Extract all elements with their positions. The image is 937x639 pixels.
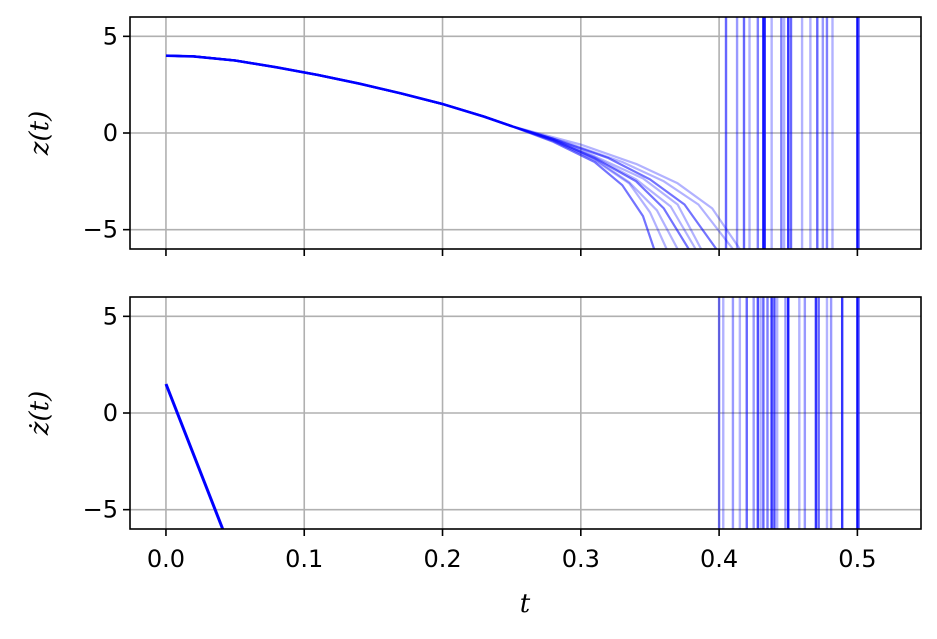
top-ticks: 5 0 −5 (83, 22, 859, 256)
bottom-xtick-label: 0.0 (147, 545, 185, 573)
top-trajectory-line (165, 54, 718, 249)
bottom-ylabel: ż(t) (25, 391, 55, 436)
top-ylabel: z(t) (25, 111, 55, 156)
bottom-series-group (164, 297, 860, 529)
bottom-panel: 0.0 0.1 0.2 0.3 0.4 0.5 5 0 −5 ż(t) t (25, 296, 922, 619)
bottom-ytick-label: 0 (103, 399, 118, 427)
bottom-xtick-label: 0.4 (700, 545, 738, 573)
top-ytick-label: 5 (103, 22, 118, 50)
top-trajectory-line (165, 54, 690, 249)
bottom-xtick-label: 0.3 (562, 545, 600, 573)
top-panel: 5 0 −5 z(t) (25, 16, 922, 256)
bottom-ticks: 0.0 0.1 0.2 0.3 0.4 0.5 5 0 −5 (83, 302, 877, 573)
bottom-xlabel: t (520, 589, 531, 619)
top-series-group (165, 17, 860, 249)
top-ytick-label: −5 (83, 216, 118, 244)
bottom-xtick-label: 0.1 (285, 545, 323, 573)
top-ytick-label: 0 (103, 119, 118, 147)
top-trajectory-line (165, 54, 703, 249)
bottom-xtick-label: 0.2 (423, 545, 461, 573)
bottom-xtick-label: 0.5 (838, 545, 876, 573)
top-shared-trajectory (165, 54, 513, 128)
bottom-trajectory-line (164, 383, 225, 529)
bottom-ytick-label: 5 (103, 302, 118, 330)
top-trajectory-line (165, 54, 734, 249)
top-trajectory-line (165, 54, 697, 249)
bottom-ytick-label: −5 (83, 496, 118, 524)
bottom-grid (130, 297, 921, 529)
